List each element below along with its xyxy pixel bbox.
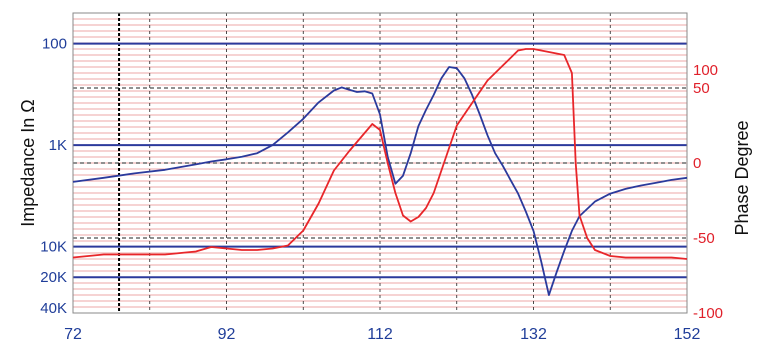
phase-series-line [72, 48, 688, 260]
x-tick-labels: 72 92 112 132 152 [64, 326, 700, 343]
impedance-series-line [72, 66, 688, 296]
series-group [72, 48, 688, 296]
right-tick-label: 100 [693, 62, 718, 79]
plot-frame [72, 12, 688, 314]
right-tick-label: -50 [693, 230, 715, 247]
right-tick-label: 0 [693, 155, 701, 172]
right-tick-label: 50 [693, 80, 710, 97]
right-axis-title: Phase Degree [732, 120, 752, 235]
impedance-gridlines [73, 42, 687, 279]
x-tick-label: 112 [367, 326, 393, 343]
x-tick-label: 152 [674, 326, 701, 343]
left-tick-labels: 100 1K 10K 20K 40K [40, 36, 67, 317]
left-tick-label: 10K [40, 239, 67, 256]
x-tick-label: 132 [520, 326, 547, 343]
x-tick-label: 92 [218, 326, 236, 343]
left-tick-label: 1K [49, 137, 67, 154]
left-axis-title: Impedance In Ω [18, 99, 38, 227]
x-tick-label: 72 [64, 326, 82, 343]
right-tick-label: -100 [693, 305, 723, 322]
left-tick-label: 40K [40, 300, 67, 317]
left-tick-label: 100 [42, 36, 67, 53]
left-tick-label: 20K [40, 269, 67, 286]
